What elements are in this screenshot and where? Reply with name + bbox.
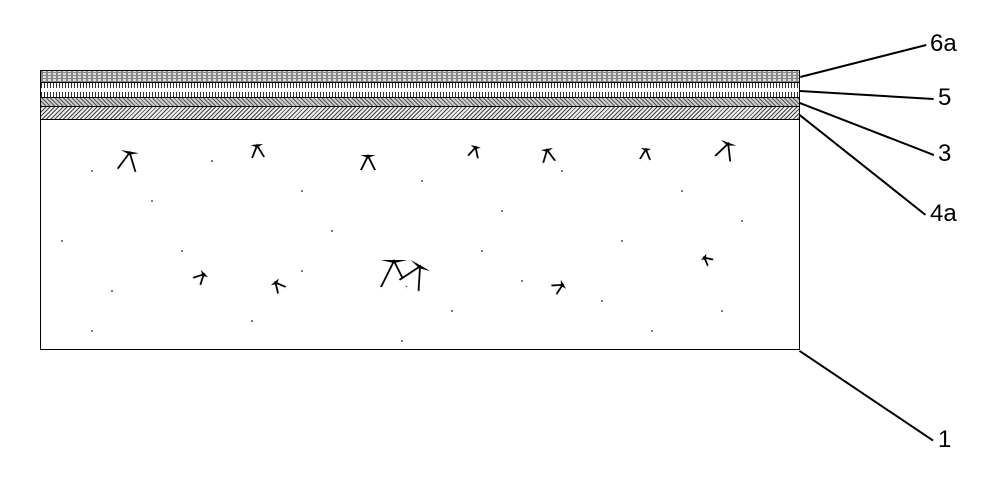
layer-label-6a: 6a [930,30,957,58]
layer-3 [40,98,800,107]
aggregate-dot [561,170,563,172]
aggregate-dot [651,330,653,332]
layer-6a [40,70,800,82]
aggregate-triangle [361,155,375,172]
aggregate-dot [301,190,303,192]
layer-4a [40,107,800,120]
aggregate-dot [621,240,623,242]
aggregate-dot [601,300,603,302]
aggregate-dot [301,270,303,272]
aggregate-triangle [541,148,555,165]
aggregate-dot [521,280,523,282]
aggregate-triangle [117,150,138,174]
aggregate-dot [741,220,743,222]
aggregate-dot [181,250,183,252]
layer-label-1: 1 [938,426,951,454]
aggregate-dot [111,290,113,292]
aggregate-triangle [640,148,651,162]
layer-5 [40,82,800,98]
aggregate-dot [331,230,333,232]
aggregate-dot [721,310,723,312]
leader-line [799,350,934,441]
aggregate-dot [61,240,63,242]
aggregate-dot [421,180,423,182]
leader-line [800,44,926,77]
layer-label-3: 3 [938,140,951,168]
layer-label-5: 5 [938,84,951,112]
aggregate-dot [481,250,483,252]
aggregate-dot [501,210,503,212]
aggregate-dot [401,340,403,342]
layer-label-4a: 4a [930,200,957,228]
leader-line [800,90,934,99]
aggregate-dot [681,190,683,192]
aggregate-dot [211,160,213,162]
aggregate-triangle [251,144,264,160]
aggregate-dot [91,170,93,172]
aggregate-dot [451,310,453,312]
aggregate-dot [151,200,153,202]
cross-section-diagram [40,70,800,350]
aggregate-dot [251,320,253,322]
leader-line [799,114,926,215]
aggregate-dot [91,330,93,332]
layer-1 [40,120,800,350]
aggregate-triangle [701,254,715,267]
